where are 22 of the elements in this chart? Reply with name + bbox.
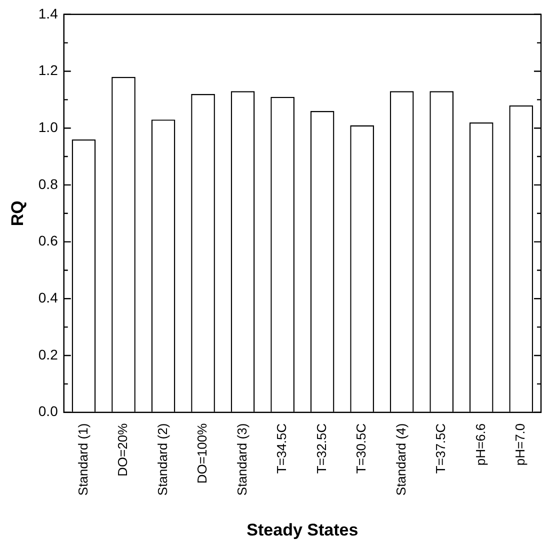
- y-axis-title: RQ: [8, 200, 27, 226]
- y-tick-label: 1.4: [38, 5, 58, 22]
- x-tick-label: Standard (2): [154, 423, 170, 496]
- x-tick-label: Standard (4): [393, 423, 408, 496]
- x-tick-label: pH=7.0: [512, 423, 528, 466]
- y-tick-label: 0.4: [38, 290, 58, 306]
- x-tick-label: DO=100%: [194, 422, 210, 484]
- x-tick-label: T=30.5C: [354, 423, 369, 474]
- x-tick-label: T=34.5C: [274, 423, 290, 474]
- x-tick-label: T=32.5C: [314, 423, 329, 474]
- y-tick-label: 1.2: [38, 62, 58, 78]
- y-tick-label: 1.0: [38, 118, 58, 135]
- x-tick-label: DO=20%: [115, 422, 130, 476]
- y-tick-label: 0.0: [38, 403, 58, 420]
- y-tick-label: 0.8: [38, 176, 58, 192]
- y-tick-label: 0.2: [38, 346, 58, 362]
- x-tick-label: Standard (3): [234, 423, 250, 496]
- x-tick-label: Standard (1): [75, 423, 90, 496]
- y-tick-label: 0.6: [38, 232, 58, 249]
- x-axis-title: Steady States: [246, 520, 358, 540]
- x-tick-label: T=37.5C: [433, 423, 448, 474]
- x-tick-label: pH=6.6: [472, 423, 488, 466]
